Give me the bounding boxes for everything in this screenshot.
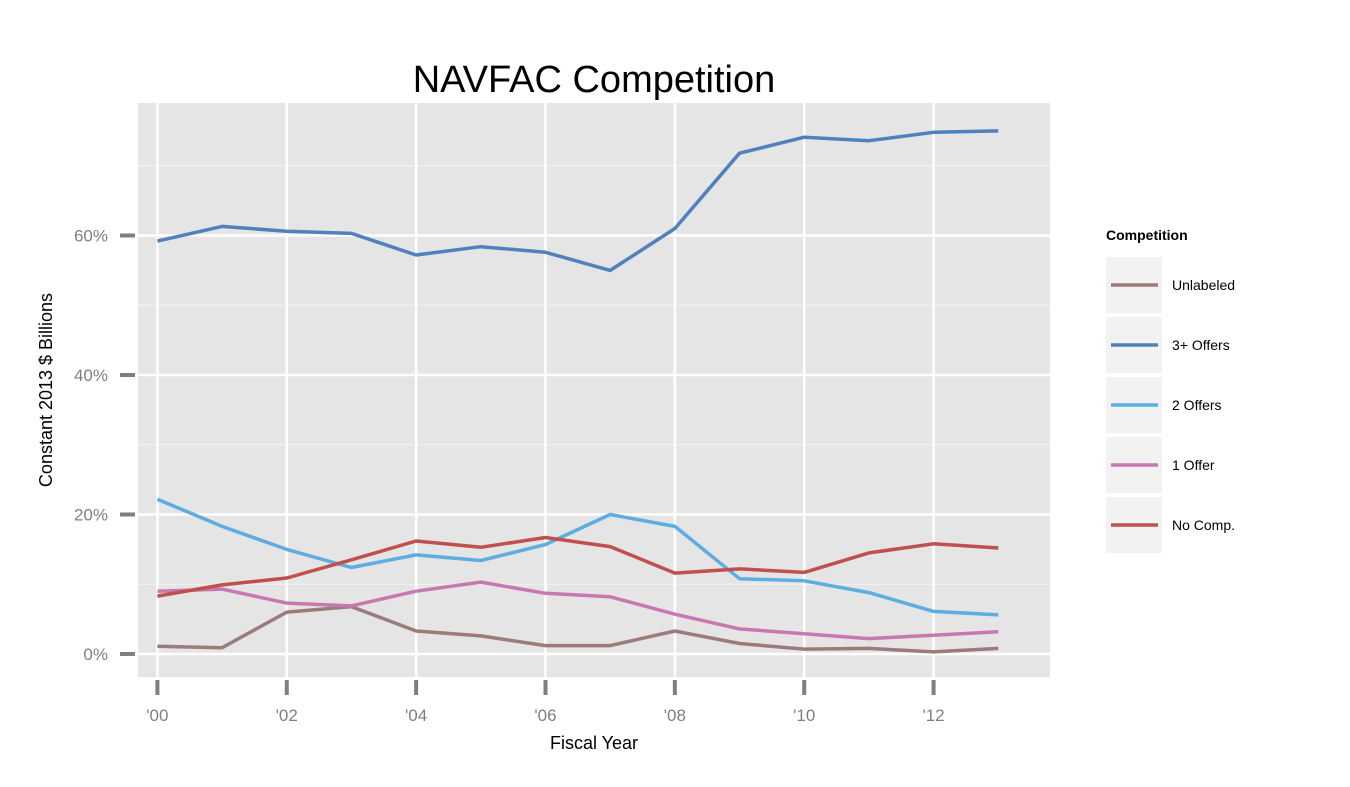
legend-label: 1 Offer [1172,457,1215,473]
y-tick-label: 20% [74,505,108,524]
legend-label: No Comp. [1172,517,1235,533]
series-line-2 [156,497,999,617]
series-lines [156,129,999,654]
legend-title: Competition [1106,227,1188,243]
x-tick-label: '06 [534,706,556,725]
y-tick-label: 0% [83,645,108,664]
y-tick-label: 60% [74,227,108,246]
y-tick-label: 40% [74,366,108,385]
x-tick-label: '10 [793,706,815,725]
legend-label: Unlabeled [1172,277,1235,293]
x-tick-label: '00 [146,706,168,725]
x-tick-label: '08 [664,706,686,725]
x-tick-label: '04 [405,706,427,725]
series-line-1 [157,129,999,273]
grid-minor [138,165,1050,585]
x-tick-label: '02 [276,706,298,725]
legend: Competition Unlabeled 3+ Offers 2 Offers 1 … [1106,227,1235,553]
series-line-4 [157,535,999,598]
y-axis-title: Constant 2013 $ Billions [36,293,56,487]
series-line-0 [157,604,999,654]
legend-label: 2 Offers [1172,397,1222,413]
chart-title: NAVFAC Competition [413,59,776,101]
y-axis: 0% 20% 40% 60% [74,227,135,664]
x-axis: '00 '02 '04 '06 '08 '10 '12 [146,680,945,725]
legend-label: 3+ Offers [1172,337,1230,353]
x-tick-label: '12 [922,706,944,725]
x-axis-title: Fiscal Year [550,733,638,753]
series-line-3 [157,580,999,641]
plot-panel [138,103,1050,677]
